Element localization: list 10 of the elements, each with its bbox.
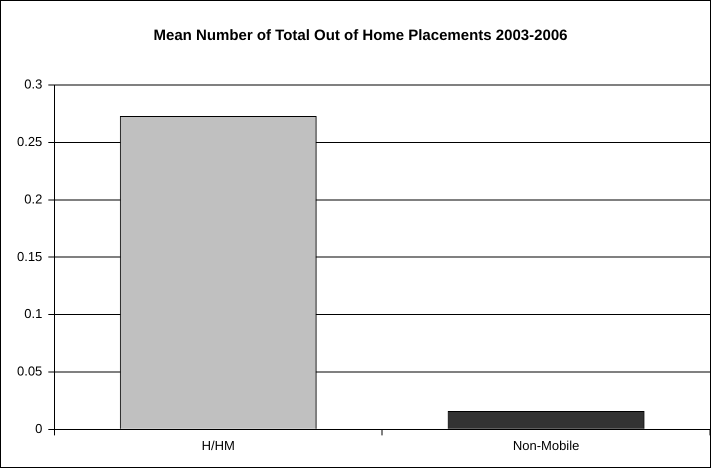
y-tick-label: 0.25 (16, 134, 42, 149)
x-tick-label: Non-Mobile (512, 438, 580, 453)
y-tick-label: 0.05 (16, 364, 42, 379)
x-tick-label: H/HM (202, 438, 235, 453)
y-tick-label: 0 (35, 420, 42, 436)
y-tick-label: 0.15 (16, 248, 42, 264)
y-tick-label: 0.2 (24, 191, 42, 206)
y-tick-label: 0.3 (24, 76, 42, 92)
chart-title: Mean Number of Total Out of Home Placements 2003-2006 (153, 27, 568, 44)
y-tick-label: 0.1 (24, 306, 42, 322)
